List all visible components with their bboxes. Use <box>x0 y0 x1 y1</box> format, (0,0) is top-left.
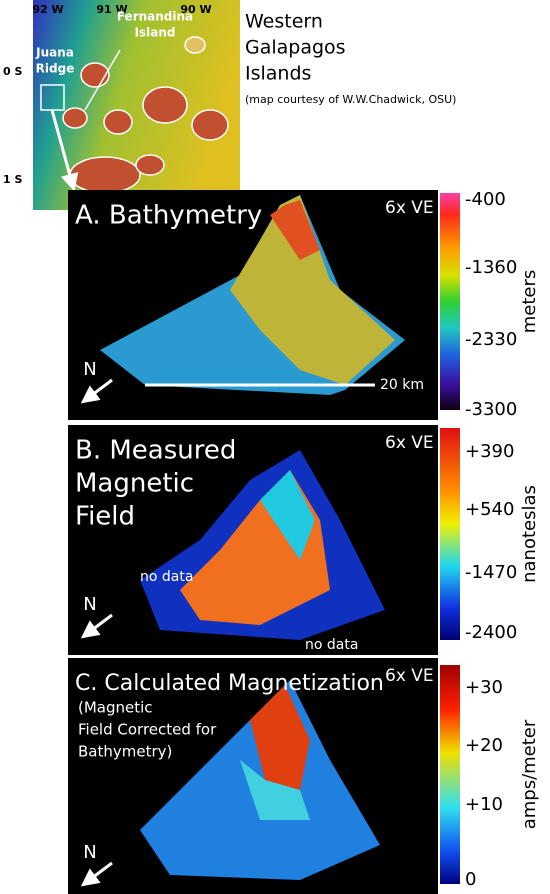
colorbar-label: +20 <box>465 735 503 756</box>
lon-label: 92 W <box>32 3 63 16</box>
panel-subtitle: Field Corrected for <box>78 721 217 739</box>
ve-label: 6x VE <box>385 198 434 218</box>
colorbar-unit: nanoteslas <box>519 485 540 583</box>
lon-label: 91 W <box>96 3 127 16</box>
panel-title: C. Calculated Magnetization <box>75 671 384 696</box>
lat-label: 1 S <box>3 173 22 186</box>
panel-title: A. Bathymetry <box>75 201 262 231</box>
map-label: Ridge <box>36 62 75 76</box>
panel-title: Field <box>75 502 135 532</box>
north-label: N <box>83 842 96 863</box>
scale-bar-label: 20 km <box>380 377 424 393</box>
colorbar-unit: meters <box>519 270 540 334</box>
colorbar-label: -1360 <box>465 257 517 278</box>
colorbar <box>440 193 460 410</box>
map-arrow <box>50 109 79 192</box>
map-label: Juana <box>35 46 74 60</box>
panel-subtitle: (Magnetic <box>78 699 153 717</box>
north-arrow <box>80 378 113 404</box>
map-label: Island <box>135 26 176 40</box>
colorbar-label: +10 <box>465 794 503 815</box>
colorbar <box>440 665 460 884</box>
map-label: Fernandina <box>117 10 193 24</box>
colorbar-label: -2330 <box>465 329 517 350</box>
no-data-label: no data <box>305 637 358 653</box>
colorbar-label: +390 <box>465 441 514 462</box>
north-arrow <box>80 613 113 639</box>
island-pointer <box>84 49 121 111</box>
ve-label: 6x VE <box>385 666 434 686</box>
map-title: Western <box>245 11 323 33</box>
ve-label: 6x VE <box>385 433 434 453</box>
map-title: Galapagos <box>245 37 346 59</box>
terrain <box>260 470 315 560</box>
panel-title: B. Measured <box>75 436 236 466</box>
colorbar-unit: amps/meter <box>519 719 540 829</box>
map-credit: (map courtesy of W.W.Chadwick, OSU) <box>245 93 456 106</box>
terrain <box>250 685 310 790</box>
colorbar-label: +540 <box>465 499 514 520</box>
lon-label: 90 W <box>180 3 211 16</box>
panel-title: Magnetic <box>75 469 194 499</box>
colorbar-label: +30 <box>465 677 503 698</box>
no-data-label: no data <box>140 569 193 585</box>
north-label: N <box>83 594 96 615</box>
terrain <box>230 195 395 385</box>
north-label: N <box>83 359 96 380</box>
lat-label: 0 S <box>3 65 22 78</box>
colorbar-label: -400 <box>465 189 506 210</box>
colorbar-label: -2400 <box>465 622 517 643</box>
colorbar-label: 0 <box>465 869 476 890</box>
map-title: Islands <box>245 63 311 85</box>
terrain <box>270 200 320 260</box>
north-arrow <box>80 861 113 887</box>
colorbar <box>440 428 460 640</box>
colorbar-label: -3300 <box>465 399 517 420</box>
terrain <box>240 760 310 820</box>
colorbar-label: -1470 <box>465 562 517 583</box>
panel-subtitle: Bathymetry) <box>78 743 172 761</box>
